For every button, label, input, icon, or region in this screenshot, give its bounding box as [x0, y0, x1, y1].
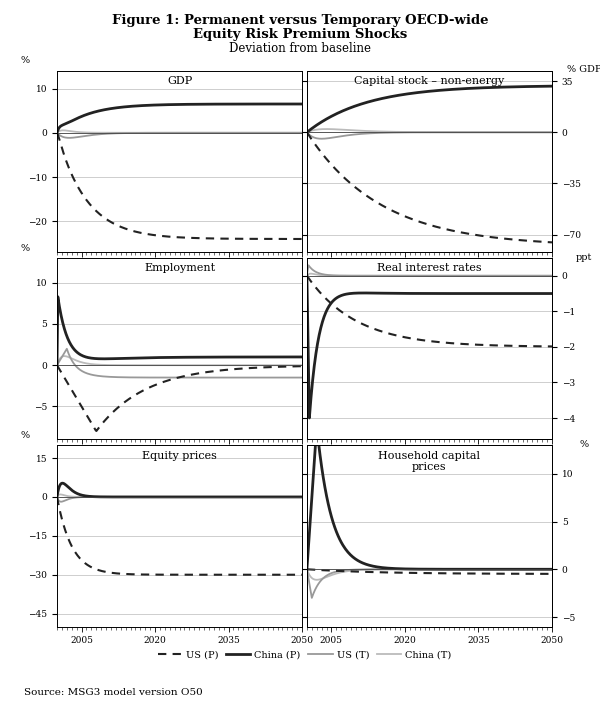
Text: Household capital
prices: Household capital prices [379, 450, 481, 472]
Y-axis label: %: % [20, 430, 29, 440]
Text: Employment: Employment [144, 263, 215, 273]
Text: Figure 1: Permanent versus Temporary OECD-wide: Figure 1: Permanent versus Temporary OEC… [112, 14, 488, 27]
Text: Deviation from baseline: Deviation from baseline [229, 42, 371, 55]
Y-axis label: ppt: ppt [575, 253, 592, 261]
Text: Equity Risk Premium Shocks: Equity Risk Premium Shocks [193, 28, 407, 41]
Y-axis label: %: % [20, 57, 29, 65]
Text: Equity prices: Equity prices [142, 450, 217, 460]
Y-axis label: %: % [580, 440, 589, 449]
Y-axis label: % GDP: % GDP [566, 65, 600, 74]
Legend: US (P), China (P), US (T), China (T): US (P), China (P), US (T), China (T) [154, 646, 455, 663]
Text: GDP: GDP [167, 76, 192, 86]
Text: Real interest rates: Real interest rates [377, 263, 482, 273]
Y-axis label: %: % [20, 244, 29, 253]
Text: Source: MSG3 model version O50: Source: MSG3 model version O50 [24, 688, 203, 697]
Text: Capital stock – non-energy: Capital stock – non-energy [355, 76, 505, 86]
